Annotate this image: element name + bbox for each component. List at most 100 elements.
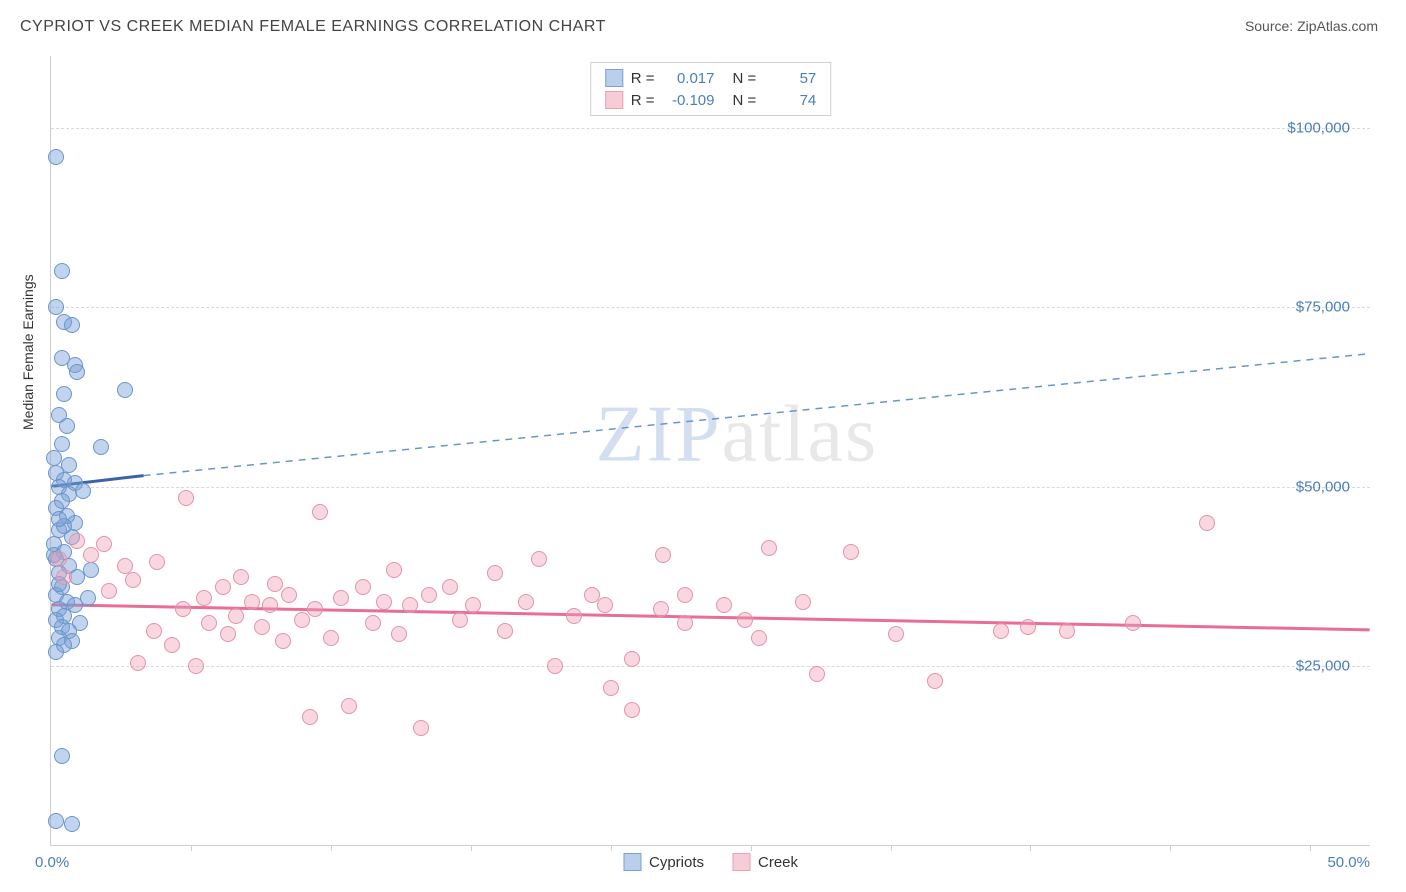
scatter-point	[178, 490, 194, 506]
r-value-cypriots: 0.017	[663, 70, 715, 87]
scatter-point	[795, 594, 811, 610]
scatter-point	[452, 612, 468, 628]
scatter-point	[1125, 615, 1141, 631]
scatter-point	[365, 615, 381, 631]
scatter-point	[51, 551, 67, 567]
scatter-point	[323, 630, 339, 646]
scatter-point	[1059, 623, 1075, 639]
x-tick	[191, 845, 192, 851]
scatter-point	[566, 608, 582, 624]
x-tick	[1030, 845, 1031, 851]
x-tick	[1310, 845, 1311, 851]
y-tick-label: $75,000	[1210, 299, 1350, 316]
scatter-point	[215, 579, 231, 595]
x-tick	[751, 845, 752, 851]
scatter-point	[653, 601, 669, 617]
x-tick	[1170, 845, 1171, 851]
scatter-point	[655, 547, 671, 563]
watermark-suffix: atlas	[722, 390, 879, 478]
scatter-point	[125, 572, 141, 588]
scatter-point	[677, 587, 693, 603]
scatter-point	[888, 626, 904, 642]
scatter-point	[149, 554, 165, 570]
scatter-point	[518, 594, 534, 610]
scatter-point	[312, 504, 328, 520]
scatter-point	[624, 702, 640, 718]
scatter-point	[402, 597, 418, 613]
correlation-row-creek: R = -0.109 N = 74	[605, 89, 817, 111]
scatter-point	[101, 583, 117, 599]
plot-area: ZIPatlas R = 0.017 N = 57 R = -0.109 N =…	[50, 56, 1370, 846]
gridline	[51, 666, 1370, 667]
x-tick	[471, 845, 472, 851]
legend-swatch-icon	[732, 853, 750, 871]
scatter-point	[843, 544, 859, 560]
scatter-point	[196, 590, 212, 606]
n-value-creek: 74	[764, 92, 816, 109]
scatter-point	[624, 651, 640, 667]
legend-label: Creek	[758, 854, 798, 871]
scatter-point	[333, 590, 349, 606]
gridline	[51, 128, 1370, 129]
scatter-point	[1020, 619, 1036, 635]
scatter-point	[54, 263, 70, 279]
x-tick	[611, 845, 612, 851]
r-value-creek: -0.109	[663, 92, 715, 109]
correlation-row-cypriots: R = 0.017 N = 57	[605, 67, 817, 89]
scatter-point	[761, 540, 777, 556]
scatter-point	[262, 597, 278, 613]
scatter-point	[531, 551, 547, 567]
correlation-legend: R = 0.017 N = 57 R = -0.109 N = 74	[590, 62, 832, 116]
scatter-point	[117, 382, 133, 398]
scatter-point	[201, 615, 217, 631]
scatter-point	[69, 533, 85, 549]
scatter-point	[391, 626, 407, 642]
scatter-point	[244, 594, 260, 610]
scatter-point	[83, 562, 99, 578]
scatter-point	[275, 633, 291, 649]
scatter-point	[59, 418, 75, 434]
scatter-point	[547, 658, 563, 674]
scatter-point	[1199, 515, 1215, 531]
gridline	[51, 307, 1370, 308]
source-label: Source:	[1245, 18, 1293, 34]
chart-container: CYPRIOT VS CREEK MEDIAN FEMALE EARNINGS …	[0, 0, 1406, 892]
scatter-point	[130, 655, 146, 671]
scatter-point	[442, 579, 458, 595]
scatter-point	[677, 615, 693, 631]
scatter-point	[69, 364, 85, 380]
scatter-point	[56, 386, 72, 402]
swatch-cypriots-icon	[605, 69, 623, 87]
legend-item: Cypriots	[623, 853, 704, 871]
x-axis-max-label: 50.0%	[1327, 854, 1370, 871]
scatter-point	[413, 720, 429, 736]
n-label: N =	[733, 92, 757, 109]
scatter-point	[376, 594, 392, 610]
series-legend: Cypriots Creek	[623, 853, 798, 871]
r-label: R =	[631, 92, 655, 109]
scatter-point	[75, 483, 91, 499]
scatter-point	[54, 748, 70, 764]
scatter-point	[254, 619, 270, 635]
scatter-point	[751, 630, 767, 646]
scatter-point	[233, 569, 249, 585]
scatter-point	[809, 666, 825, 682]
watermark-prefix: ZIP	[596, 390, 722, 478]
scatter-point	[603, 680, 619, 696]
watermark: ZIPatlas	[596, 389, 879, 480]
scatter-point	[51, 511, 67, 527]
scatter-point	[96, 536, 112, 552]
scatter-point	[487, 565, 503, 581]
scatter-point	[927, 673, 943, 689]
y-tick-label: $100,000	[1210, 119, 1350, 136]
scatter-point	[307, 601, 323, 617]
scatter-point	[737, 612, 753, 628]
scatter-point	[48, 813, 64, 829]
scatter-point	[164, 637, 180, 653]
scatter-point	[716, 597, 732, 613]
x-tick	[331, 845, 332, 851]
y-tick-label: $25,000	[1210, 658, 1350, 675]
swatch-creek-icon	[605, 91, 623, 109]
scatter-point	[386, 562, 402, 578]
scatter-point	[146, 623, 162, 639]
